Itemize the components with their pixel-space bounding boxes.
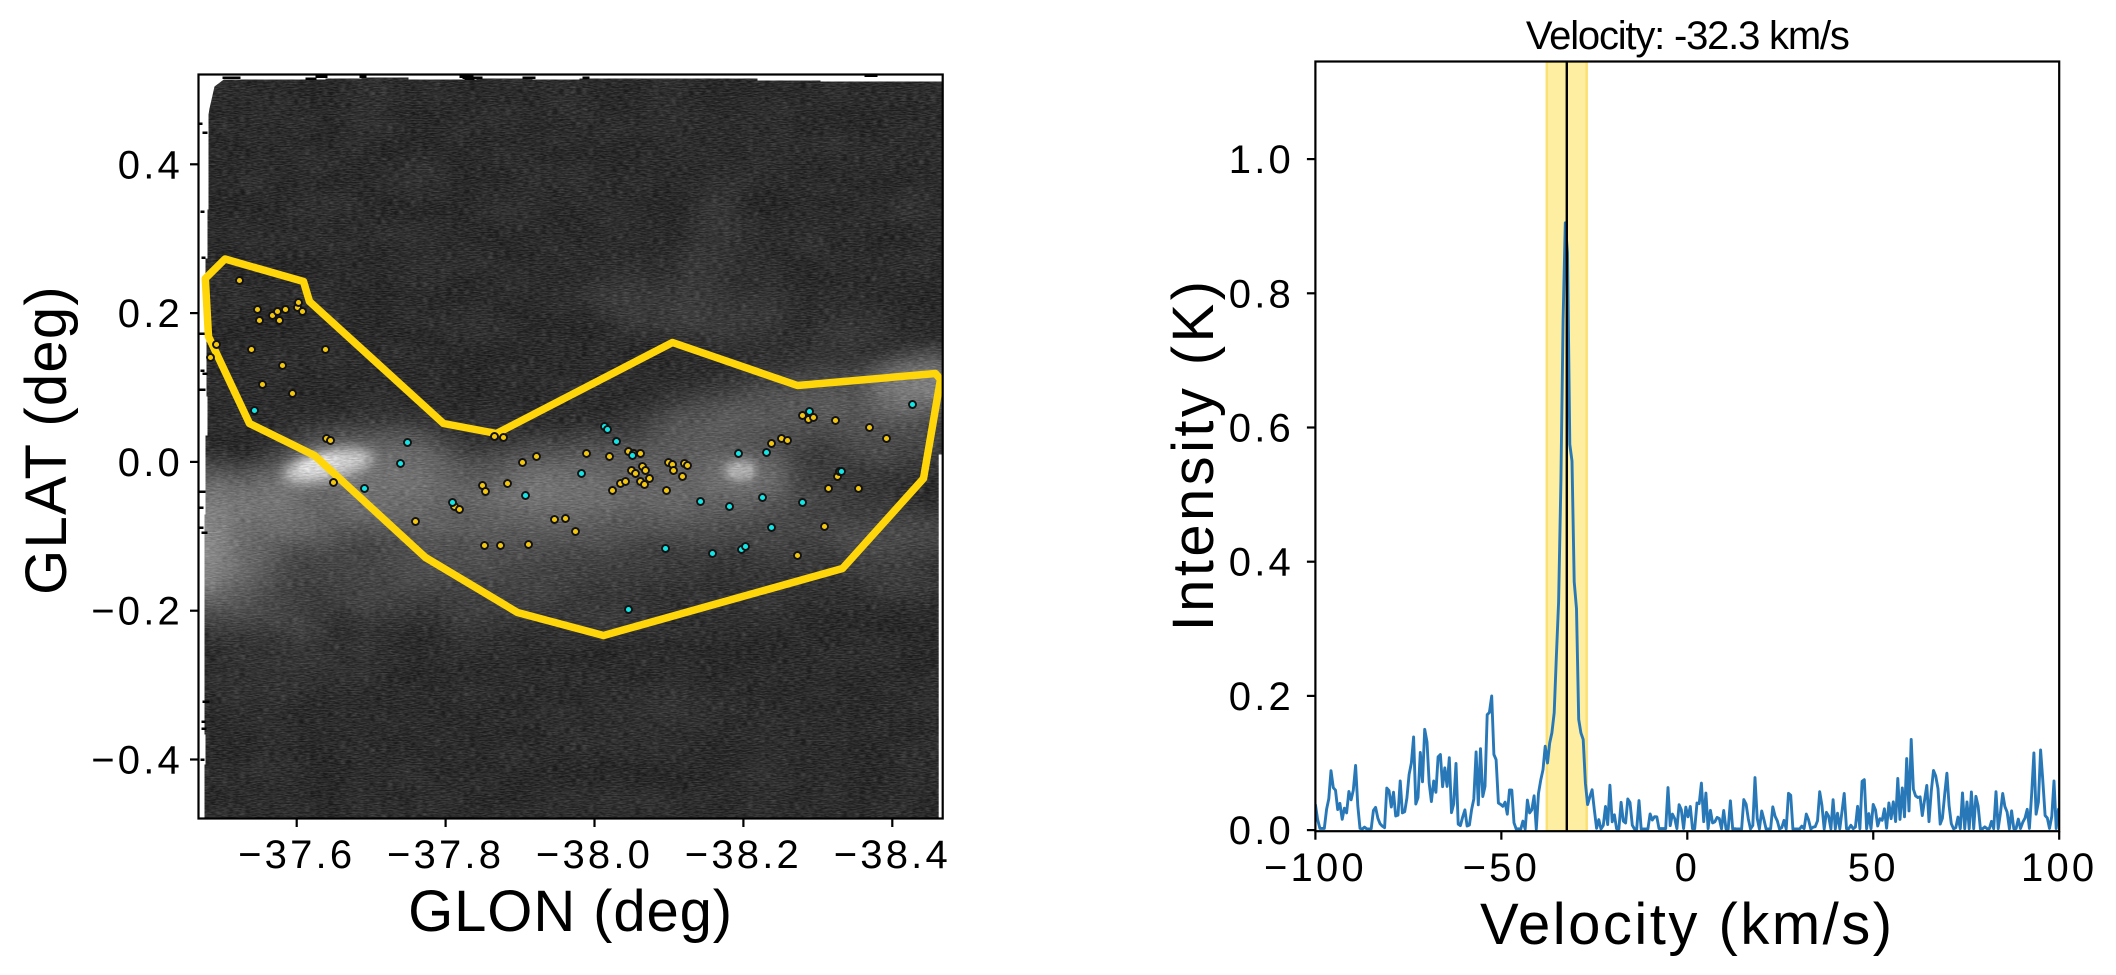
svg-text:0.0: 0.0 — [118, 441, 183, 485]
svg-text:−37.6: −37.6 — [238, 833, 355, 877]
svg-text:0.6: 0.6 — [1229, 407, 1294, 451]
svg-text:Velocity: -32.3 km/s: Velocity: -32.3 km/s — [1526, 14, 1849, 58]
svg-text:−38.0: −38.0 — [536, 833, 653, 877]
svg-text:0.0: 0.0 — [1229, 809, 1294, 853]
svg-text:50: 50 — [1848, 846, 1899, 890]
svg-text:−0.4: −0.4 — [91, 739, 183, 783]
svg-text:−38.2: −38.2 — [685, 833, 802, 877]
svg-text:Intensity (K): Intensity (K) — [1161, 278, 1226, 632]
svg-text:1.0: 1.0 — [1229, 138, 1294, 182]
svg-text:−50: −50 — [1463, 846, 1540, 890]
svg-text:−100: −100 — [1264, 846, 1367, 890]
svg-text:GLON (deg): GLON (deg) — [408, 879, 733, 944]
svg-text:0.2: 0.2 — [118, 292, 183, 336]
svg-text:−37.8: −37.8 — [387, 833, 504, 877]
svg-text:100: 100 — [2021, 846, 2097, 890]
svg-text:0.4: 0.4 — [118, 143, 183, 187]
svg-text:−0.2: −0.2 — [91, 590, 183, 634]
svg-text:GLAT (deg): GLAT (deg) — [14, 285, 79, 595]
svg-text:Velocity (km/s): Velocity (km/s) — [1480, 892, 1895, 957]
svg-text:−38.4: −38.4 — [834, 833, 951, 877]
svg-text:0.8: 0.8 — [1229, 272, 1294, 316]
svg-text:0.4: 0.4 — [1229, 541, 1294, 585]
svg-text:0.2: 0.2 — [1229, 675, 1294, 719]
svg-text:0: 0 — [1675, 846, 1700, 890]
